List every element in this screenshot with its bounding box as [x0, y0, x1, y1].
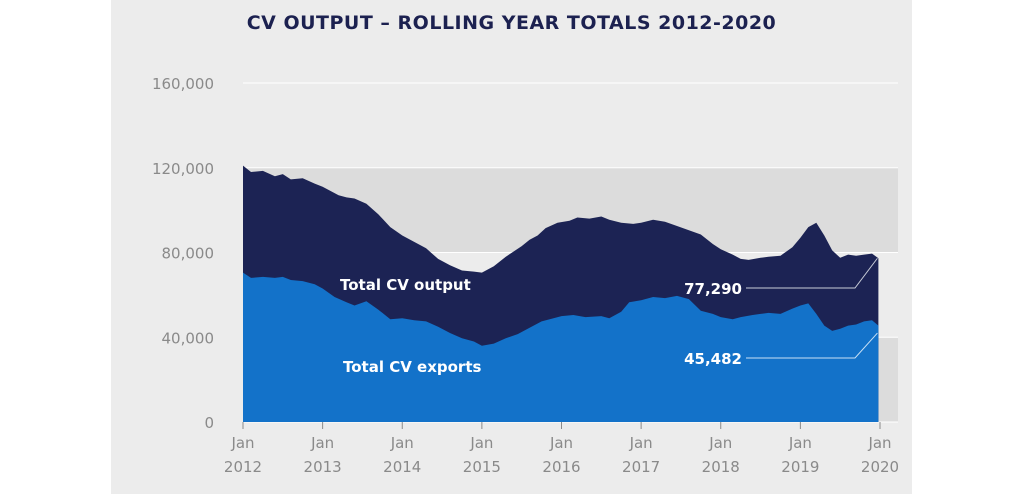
x-tick-year: 2016 [542, 458, 580, 476]
x-tick-year: 2017 [622, 458, 660, 476]
y-tick-label: 0 [204, 414, 214, 432]
y-tick-label: 160,000 [152, 75, 214, 93]
x-tick-month: Jan [549, 434, 573, 452]
output-end-value: 77,290 [684, 280, 742, 298]
x-tick-month: Jan [310, 434, 334, 452]
x-tick-month: Jan [390, 434, 414, 452]
x-tick-month: Jan [230, 434, 254, 452]
x-tick-year: 2018 [702, 458, 740, 476]
x-tick-month: Jan [867, 434, 891, 452]
x-tick-year: 2019 [781, 458, 819, 476]
x-tick-year: 2020 [861, 458, 899, 476]
x-tick-year: 2015 [463, 458, 501, 476]
x-tick-year: 2012 [224, 458, 262, 476]
x-tick-month: Jan [708, 434, 732, 452]
x-tick-year: 2013 [304, 458, 342, 476]
y-tick-label: 120,000 [152, 160, 214, 178]
series-label-exports: Total CV exports [343, 358, 481, 376]
x-tick-month: Jan [788, 434, 812, 452]
series-label-output: Total CV output [340, 276, 471, 294]
x-tick-year: 2014 [383, 458, 421, 476]
x-tick-month: Jan [469, 434, 493, 452]
y-tick-label: 80,000 [162, 245, 215, 263]
exports-end-value: 45,482 [684, 350, 742, 368]
y-tick-label: 40,000 [162, 329, 215, 347]
x-tick-month: Jan [629, 434, 653, 452]
